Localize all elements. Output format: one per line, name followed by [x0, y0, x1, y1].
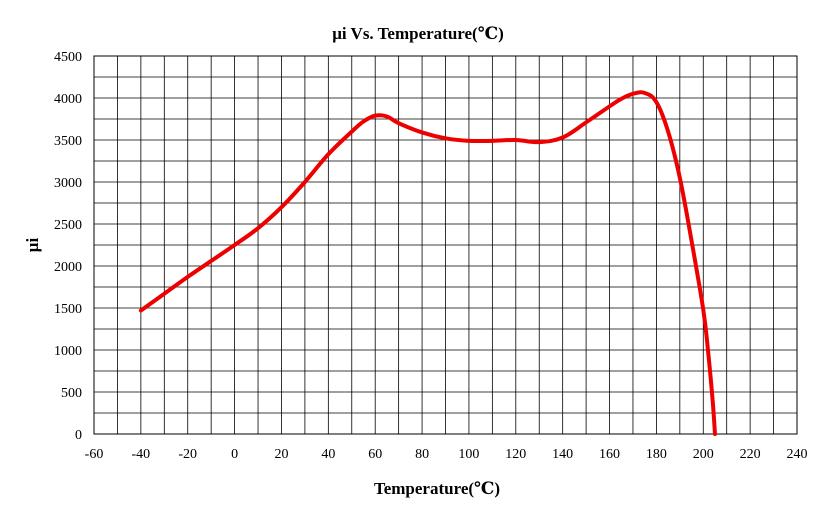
- x-tick-label: 20: [274, 447, 288, 462]
- series-layer: [138, 90, 717, 436]
- x-tick-label: -40: [132, 447, 151, 462]
- x-tick-label: 140: [552, 447, 573, 462]
- plot-border: [93, 55, 798, 435]
- chart-title: μi Vs. Temperature(℃): [332, 24, 504, 43]
- series-line: [138, 90, 717, 436]
- x-tick-label: 120: [505, 447, 526, 462]
- x-tick-label: 0: [231, 447, 238, 462]
- tick-labels: -60 -40 -20 0 20 40 60 80 100 120 140 160 180 200 220 2…: [54, 50, 808, 462]
- x-tick-label: 220: [740, 447, 761, 462]
- y-tick-label: 3500: [54, 134, 82, 149]
- x-tick-label: 200: [693, 447, 714, 462]
- y-tick-label: 1000: [54, 344, 82, 359]
- y-tick-label: 0: [75, 428, 82, 443]
- x-tick-label: 100: [458, 447, 479, 462]
- x-tick-label: 240: [787, 447, 808, 462]
- grid: [93, 55, 798, 435]
- y-tick-label: 4000: [54, 92, 82, 107]
- x-tick-label: 60: [368, 447, 382, 462]
- x-tick-label: 180: [646, 447, 667, 462]
- y-tick-label: 2500: [54, 218, 82, 233]
- y-axis-title: μi: [23, 238, 42, 253]
- y-tick-label: 1500: [54, 302, 82, 317]
- x-tick-label: -60: [85, 447, 104, 462]
- x-axis-title: Temperature(℃): [374, 479, 500, 498]
- y-tick-label: 3000: [54, 176, 82, 191]
- y-tick-label: 2000: [54, 260, 82, 275]
- y-tick-label: 4500: [54, 50, 82, 65]
- x-tick-label: -20: [178, 447, 197, 462]
- x-tick-label: 160: [599, 447, 620, 462]
- y-tick-label: 500: [61, 386, 82, 401]
- x-tick-label: 80: [415, 447, 429, 462]
- x-tick-label: 40: [321, 447, 335, 462]
